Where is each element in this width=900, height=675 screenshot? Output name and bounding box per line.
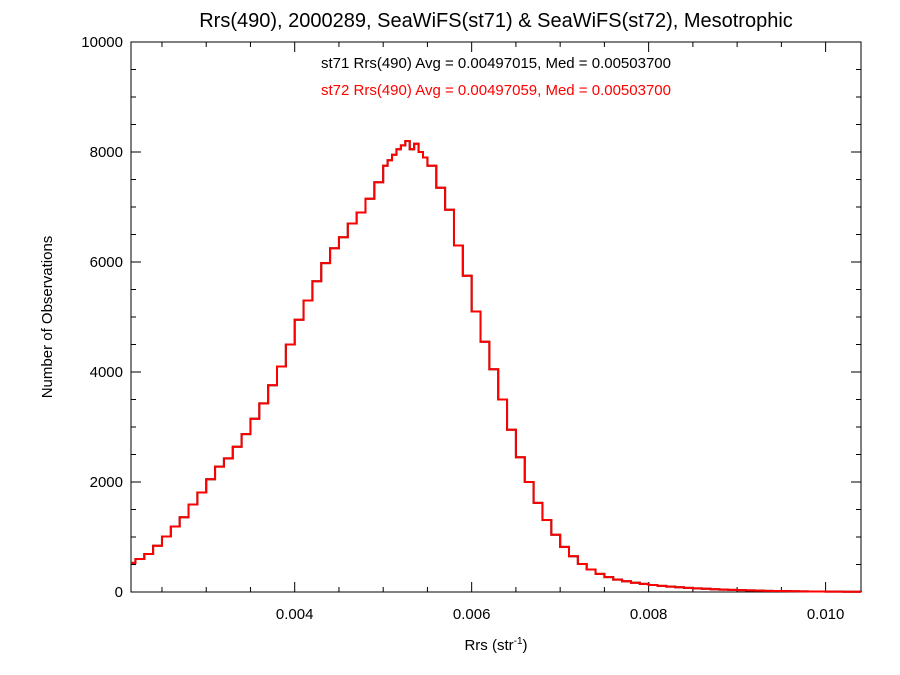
y-tick-label: 6000 bbox=[90, 254, 123, 271]
chart-title: Rrs(490), 2000289, SeaWiFS(st71) & SeaWi… bbox=[199, 10, 793, 32]
x-tick-label: 0.004 bbox=[276, 606, 314, 623]
x-axis-ticks: 0.004 0.006 0.008 0.010 bbox=[161, 42, 845, 623]
y-axis-ticks: 0 2000 4000 6000 8000 10000 bbox=[81, 34, 861, 601]
x-tick-label: 0.008 bbox=[630, 606, 668, 623]
x-axis-label: Rrs (str-1) bbox=[464, 636, 527, 654]
plot-frame bbox=[130, 41, 862, 593]
series-line-st71 bbox=[131, 140, 862, 593]
y-tick-label: 10000 bbox=[81, 34, 123, 51]
x-tick-label: 0.010 bbox=[807, 606, 845, 623]
x-axis-label-main: Rrs (str bbox=[464, 637, 513, 654]
annotation-st72: st72 Rrs(490) Avg = 0.00497059, Med = 0.… bbox=[321, 82, 671, 99]
series-layer bbox=[131, 140, 862, 593]
y-tick-label: 4000 bbox=[90, 364, 123, 381]
y-tick-label: 2000 bbox=[90, 474, 123, 491]
y-tick-label: 8000 bbox=[90, 144, 123, 161]
series-line-st72 bbox=[131, 140, 862, 593]
x-axis-label-close: ) bbox=[523, 637, 528, 654]
y-axis-label: Number of Observations bbox=[39, 236, 56, 399]
x-tick-label: 0.006 bbox=[453, 606, 491, 623]
y-tick-label: 0 bbox=[115, 584, 123, 601]
x-axis-label-sup: -1 bbox=[514, 636, 523, 647]
annotation-st71: st71 Rrs(490) Avg = 0.00497015, Med = 0.… bbox=[321, 55, 671, 72]
